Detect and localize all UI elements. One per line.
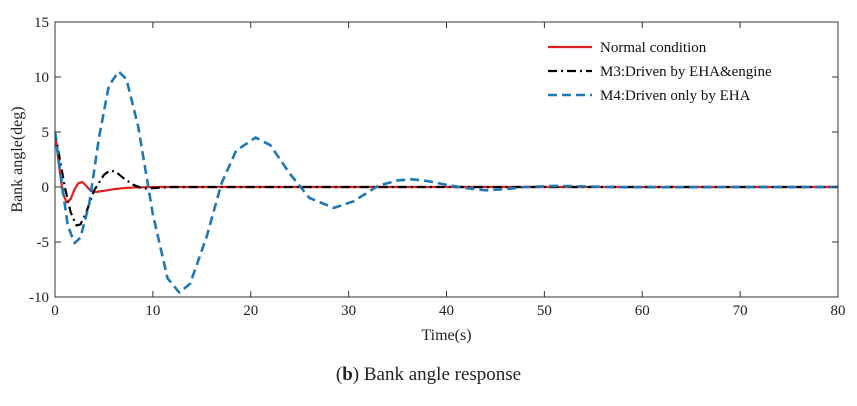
legend-label-3: M4:Driven only by EHA bbox=[600, 88, 751, 104]
y-tick-label: 10 bbox=[34, 70, 49, 86]
x-tick-label: 50 bbox=[537, 303, 552, 319]
y-axis-label: Bank angle(deg) bbox=[9, 106, 26, 212]
legend-label-2: M3:Driven by EHA&engine bbox=[600, 64, 772, 80]
x-tick-label: 40 bbox=[439, 303, 454, 319]
x-tick-label: 60 bbox=[635, 303, 650, 319]
series-line-2 bbox=[55, 131, 838, 227]
y-tick-label: -10 bbox=[29, 290, 49, 306]
x-tick-label: 30 bbox=[341, 303, 356, 319]
x-tick-label: 0 bbox=[51, 303, 59, 319]
bank-angle-chart: 0 10 20 30 40 50 60 70 80 -10 -5 0 5 10 15 Normal cond… bbox=[9, 15, 846, 344]
y-tick-label: 5 bbox=[42, 125, 50, 141]
x-axis-label: Time(s) bbox=[421, 327, 471, 344]
y-tick-label: 0 bbox=[42, 180, 50, 196]
series-line-1 bbox=[55, 131, 838, 204]
caption-label: b bbox=[342, 364, 353, 385]
x-tick-label: 70 bbox=[733, 303, 748, 319]
x-tick-label: 80 bbox=[831, 303, 846, 319]
legend: Normal condition M3:Driven by EHA&engine M… bbox=[548, 40, 772, 104]
x-tick-label: 20 bbox=[243, 303, 258, 319]
axes: 0 10 20 30 40 50 60 70 80 -10 -5 0 5 10 15 bbox=[29, 15, 846, 319]
plot-area bbox=[55, 70, 838, 294]
caption-text: ) Bank angle response bbox=[352, 364, 522, 385]
series-line-3 bbox=[55, 70, 838, 294]
x-tick-label: 10 bbox=[145, 303, 160, 319]
y-tick-label: -5 bbox=[37, 235, 50, 251]
legend-label-1: Normal condition bbox=[600, 40, 707, 56]
y-tick-label: 15 bbox=[34, 15, 49, 31]
figure-caption: (b) Bank angle response bbox=[335, 364, 522, 385]
